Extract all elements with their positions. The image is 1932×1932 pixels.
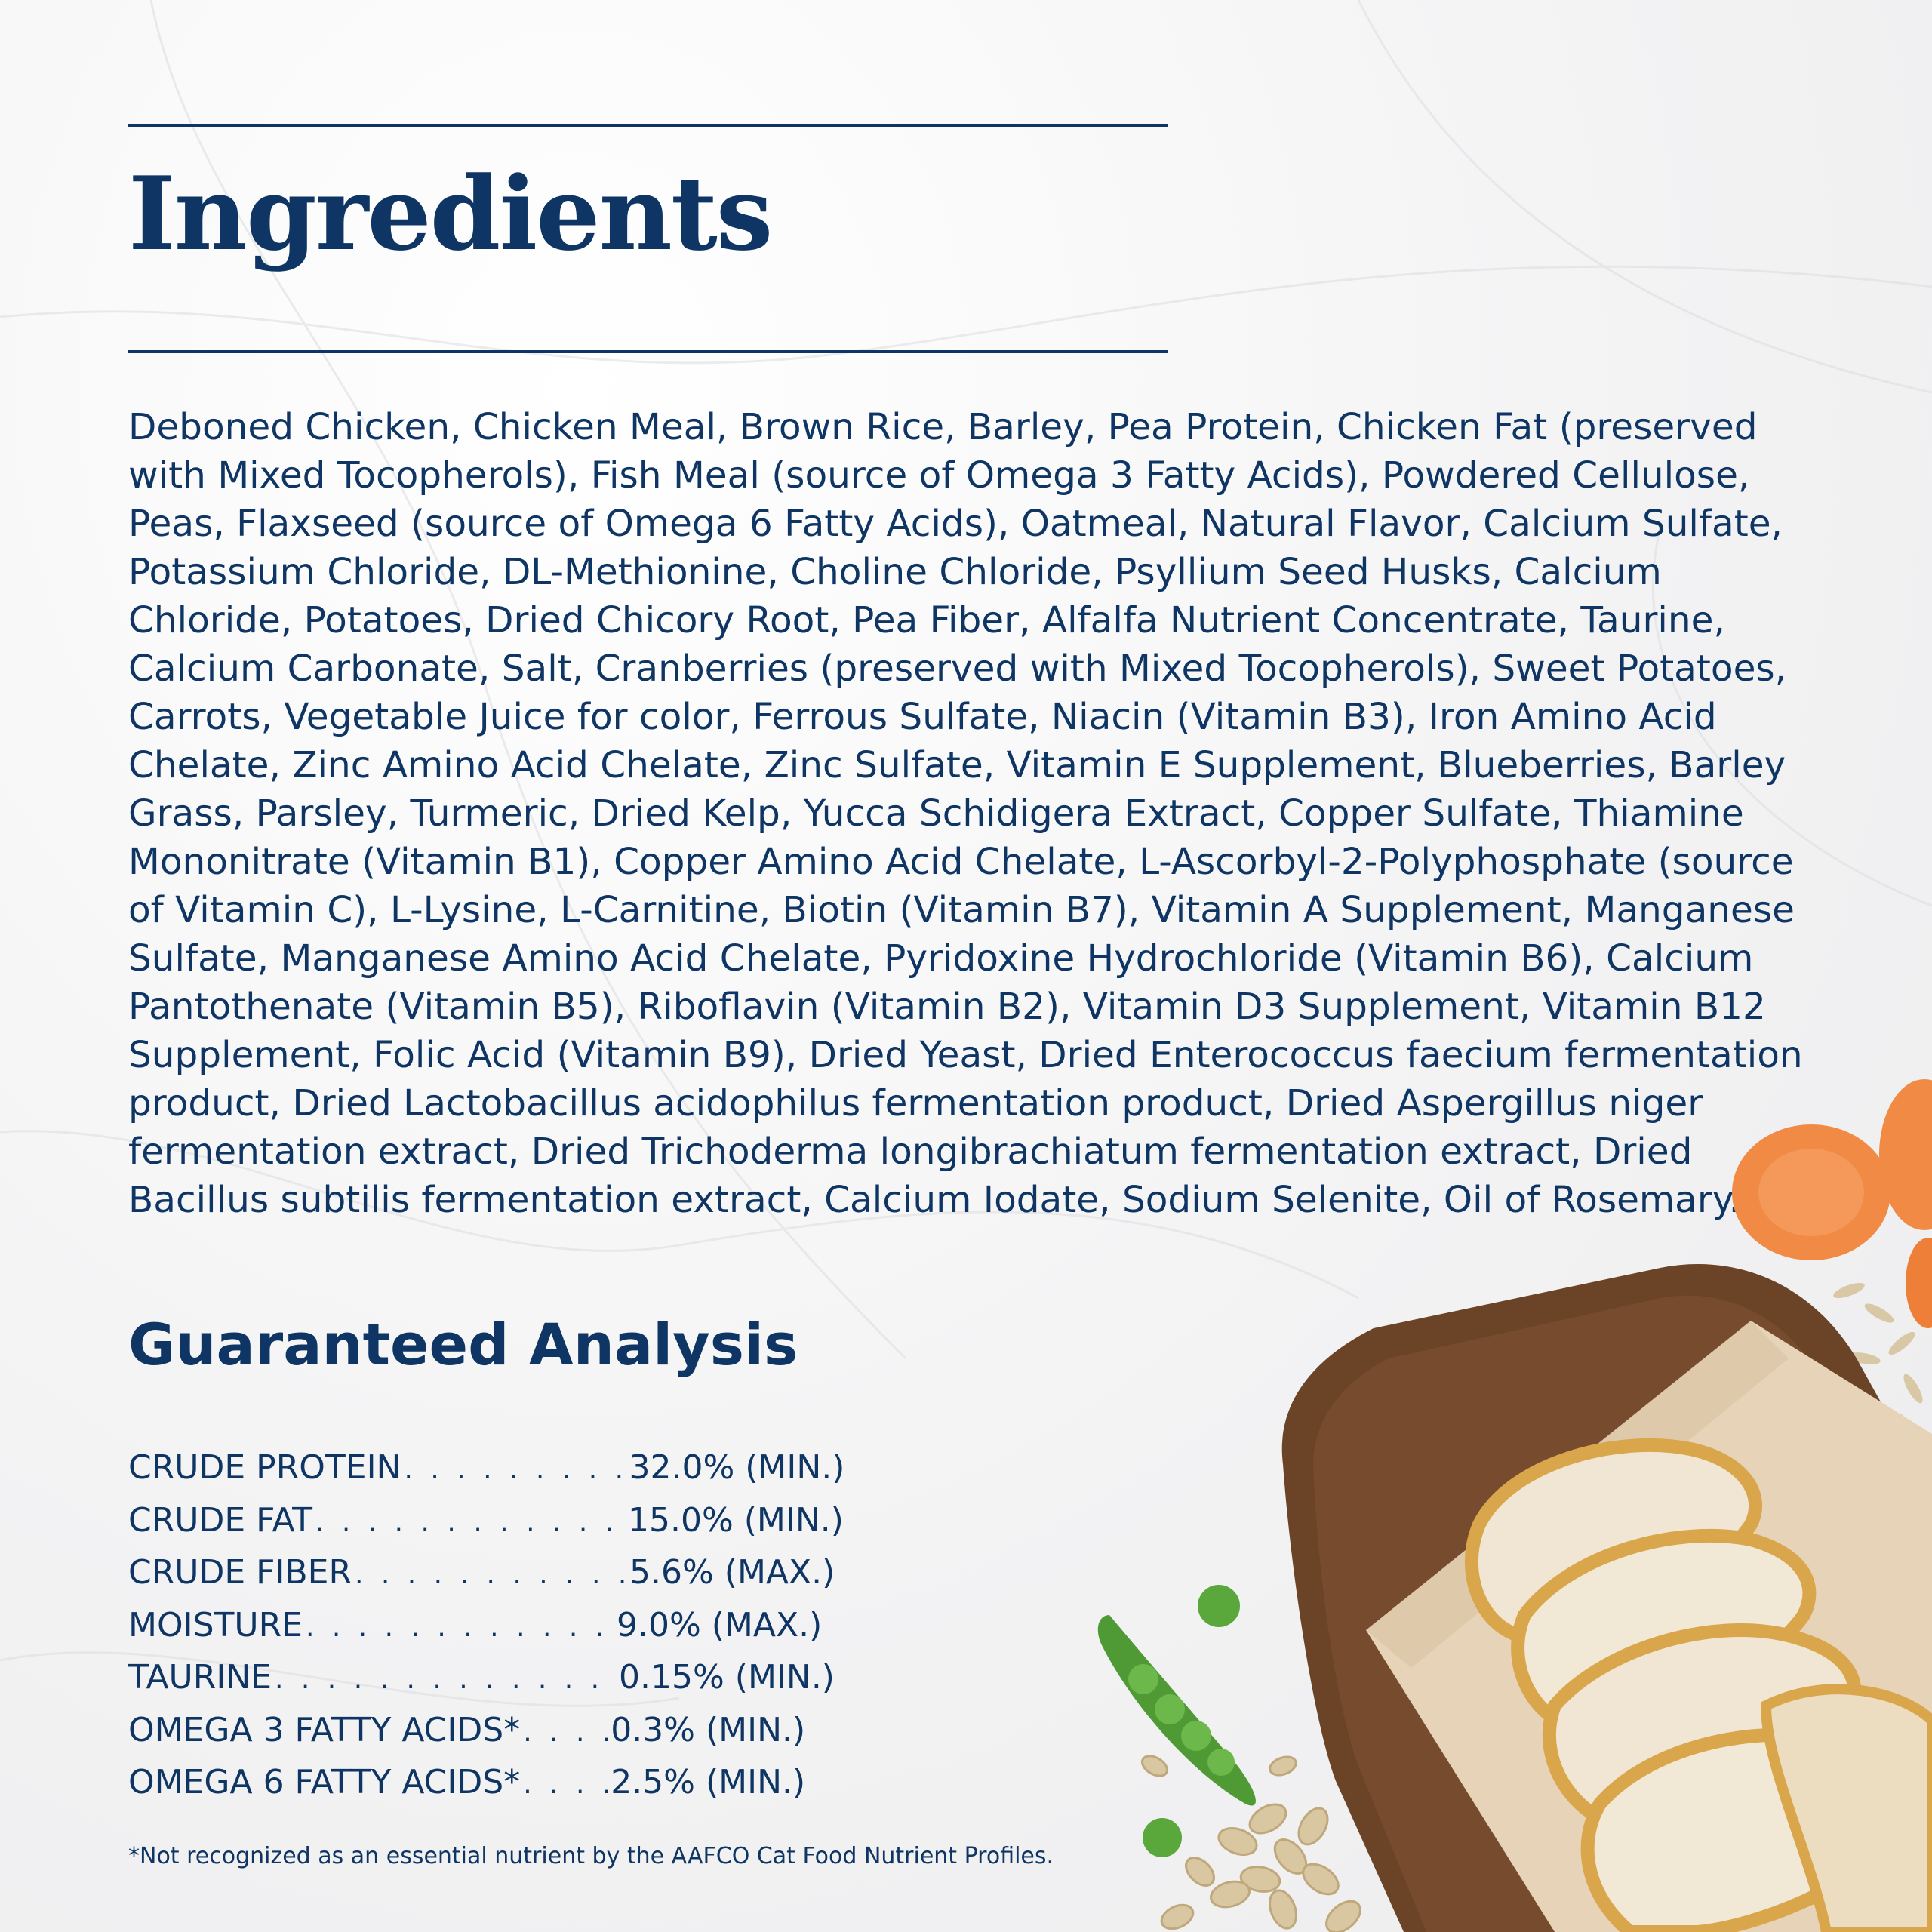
analysis-value: 5.6% (MAX.): [629, 1553, 835, 1592]
top-divider: [128, 124, 1168, 127]
dot-leader: . . . . . . . . . . . . . . . . . . . . …: [404, 1454, 629, 1485]
analysis-value: 15.0% (MIN.): [628, 1500, 844, 1540]
dot-leader: . . . . . . . . . . .: [523, 1769, 611, 1800]
pea-pod-icon: [1097, 1615, 1256, 1806]
carrot-slice-icon: [1732, 1079, 1932, 1328]
analysis-row-moisture: MOISTURE . . . . . . . . . . . . . . . .…: [128, 1599, 883, 1652]
dot-leader: . . . . . . . . . . .: [523, 1716, 611, 1748]
dot-leader: . . . . . . . . . . . . . . . . . . . . …: [305, 1611, 617, 1643]
analysis-value: 2.5% (MIN.): [611, 1763, 806, 1801]
analysis-value: 0.15% (MIN.): [619, 1658, 835, 1697]
analysis-row-crude-protein: CRUDE PROTEIN . . . . . . . . . . . . . …: [128, 1441, 883, 1494]
analysis-label: OMEGA 3 FATTY ACIDS*: [128, 1710, 521, 1749]
analysis-label: OMEGA 6 FATTY ACIDS*: [128, 1763, 521, 1801]
food-illustration: [1097, 1079, 1932, 1932]
analysis-label: CRUDE FIBER: [128, 1553, 352, 1592]
guaranteed-analysis-title: Guaranteed Analysis: [128, 1311, 798, 1378]
dot-leader: . . . . . . . . . . . . . . . . . . . . …: [315, 1506, 628, 1538]
analysis-row-crude-fiber: CRUDE FIBER . . . . . . . . . . . . . . …: [128, 1546, 883, 1599]
analysis-row-omega-3: OMEGA 3 FATTY ACIDS* . . . . . . . . . .…: [128, 1704, 883, 1757]
analysis-label: MOISTURE: [128, 1605, 303, 1644]
analysis-value: 32.0% (MIN.): [629, 1448, 845, 1487]
guaranteed-analysis-table: CRUDE PROTEIN . . . . . . . . . . . . . …: [128, 1441, 883, 1809]
analysis-label: CRUDE PROTEIN: [128, 1448, 401, 1487]
ingredients-list: Deboned Chicken, Chicken Meal, Brown Ric…: [128, 406, 1803, 1221]
dot-leader: . . . . . . . . . . . . . . . . . . . . …: [355, 1559, 629, 1590]
analysis-row-taurine: TAURINE . . . . . . . . . . . . . . . . …: [128, 1651, 883, 1704]
analysis-value: 9.0% (MAX.): [616, 1605, 823, 1644]
analysis-value: 0.3% (MIN.): [611, 1710, 806, 1749]
page-title: Ingredients: [128, 154, 773, 273]
title-divider: [128, 350, 1168, 353]
analysis-row-crude-fat: CRUDE FAT . . . . . . . . . . . . . . . …: [128, 1494, 883, 1547]
footnote: *Not recognized as an essential nutrient…: [128, 1843, 1054, 1869]
analysis-row-omega-6: OMEGA 6 FATTY ACIDS* . . . . . . . . . .…: [128, 1756, 883, 1809]
pea-icon: [1143, 1585, 1240, 1857]
analysis-label: CRUDE FAT: [128, 1500, 312, 1540]
chicken-slices-illustration: [1465, 1438, 1932, 1932]
analysis-label: TAURINE: [128, 1658, 272, 1697]
oat-flakes-icon: [1140, 1755, 1361, 1932]
dot-leader: . . . . . . . . . . . . . . . . . . . . …: [275, 1664, 619, 1695]
